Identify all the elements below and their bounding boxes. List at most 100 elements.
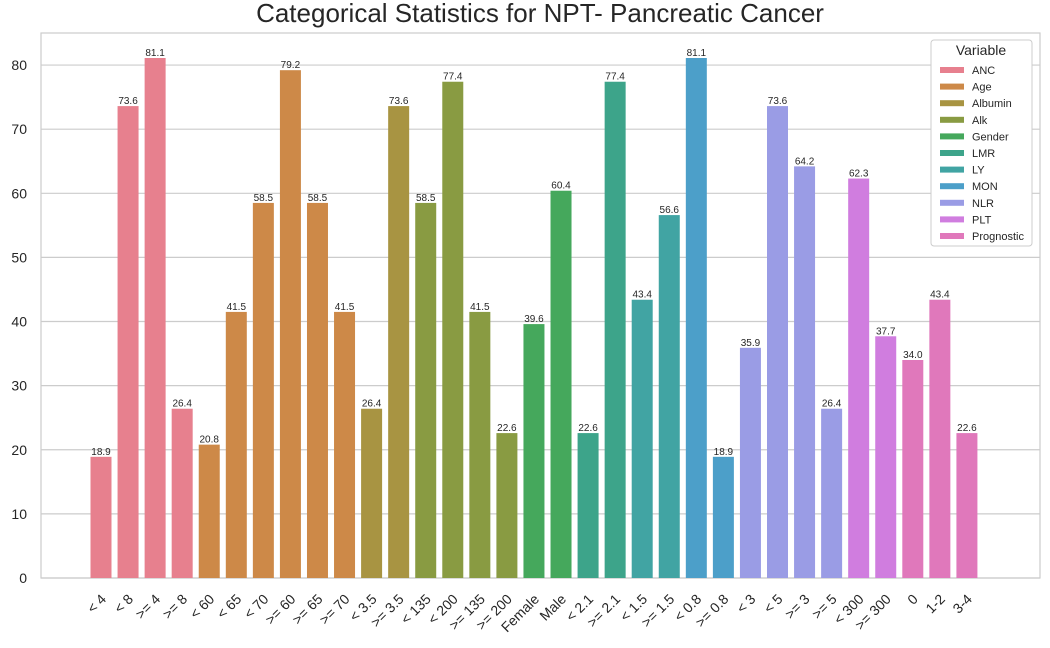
- x-tick-label: >= 3: [782, 591, 813, 622]
- legend-entry: LY: [972, 165, 985, 177]
- x-axis: < 4 < 8>= 4>= 8< 60< 65< 70>= 60>= 65>= 7…: [84, 591, 975, 635]
- x-tick-label: >= 60: [262, 591, 299, 628]
- x-tick-label: Male: [536, 591, 569, 624]
- legend-entry: NLR: [972, 198, 994, 210]
- bar: [90, 456, 112, 578]
- bar-value-label: 73.6: [118, 96, 138, 107]
- bar: [252, 202, 274, 579]
- x-tick-label: < 3: [733, 591, 759, 617]
- bar-value-label: 22.6: [578, 423, 598, 434]
- bar-value-label: 73.6: [768, 96, 788, 107]
- legend-swatch: [940, 67, 964, 73]
- y-tick-label: 10: [11, 506, 27, 522]
- y-tick-label: 20: [11, 442, 27, 458]
- bar-value-label: 34.0: [903, 350, 923, 361]
- bar-value-label: 41.5: [227, 302, 247, 313]
- bar: [279, 70, 301, 578]
- legend-entry: LMR: [972, 148, 995, 160]
- bar: [442, 81, 464, 579]
- y-tick-label: 50: [11, 249, 27, 265]
- bar: [794, 166, 816, 579]
- x-tick-label: >= 4: [132, 591, 163, 622]
- bar: [685, 58, 707, 579]
- bar-value-label: 81.1: [145, 48, 165, 59]
- legend-swatch: [940, 116, 964, 123]
- x-tick-label: 0: [904, 591, 921, 608]
- bar-value-labels: 18.9 73.6 81.1 26.4 20.8 41.5 58.5 79.2 58.5 41.5…: [91, 48, 977, 458]
- bar: [225, 311, 247, 578]
- bar: [550, 190, 572, 578]
- bar-value-label: 22.6: [497, 423, 517, 434]
- bar: [739, 347, 761, 578]
- x-tick-label: < 135: [397, 591, 434, 628]
- legend-swatch: [940, 233, 964, 239]
- bar: [631, 299, 653, 578]
- bar-value-label: 22.6: [957, 423, 977, 434]
- legend-title: Variable: [956, 42, 1007, 58]
- bar-value-label: 37.7: [876, 326, 896, 337]
- bar: [929, 299, 951, 578]
- bar: [306, 202, 328, 579]
- x-tick-label: < 65: [214, 591, 245, 622]
- bar: [902, 360, 924, 578]
- y-tick-label: 40: [11, 314, 27, 330]
- legend-entry: Prognostic: [972, 231, 1024, 243]
- bar: [334, 311, 356, 578]
- bar-value-label: 26.4: [362, 399, 382, 410]
- x-tick-label: < 4: [84, 591, 110, 617]
- legend-swatch: [940, 216, 964, 223]
- bar: [415, 202, 437, 579]
- legend-entry: Gender: [972, 131, 1009, 143]
- bar-value-label: 58.5: [416, 193, 436, 204]
- bar-value-label: 43.4: [930, 290, 950, 301]
- legend-entry: PLT: [972, 214, 992, 226]
- bar-value-label: 81.1: [687, 48, 707, 59]
- legend-entry: Albumin: [972, 98, 1012, 110]
- legend: Variable ANC Age Albumin Alk Gender LMR LY MON N…: [930, 39, 1033, 247]
- legend-entry: Alk: [972, 115, 988, 127]
- legend-swatch: [940, 150, 964, 156]
- bar-value-label: 18.9: [714, 447, 734, 458]
- y-tick-label: 70: [11, 121, 27, 137]
- legend-swatch: [940, 199, 964, 206]
- bar-value-label: 39.6: [524, 314, 544, 325]
- bar-value-label: 58.5: [308, 193, 328, 204]
- legend-swatch: [940, 100, 964, 107]
- bar: [388, 106, 410, 578]
- bar-value-label: 77.4: [443, 72, 463, 83]
- x-tick-label: 1-2: [922, 591, 948, 617]
- bar-value-label: 43.4: [632, 290, 652, 301]
- bar: [604, 81, 626, 579]
- bar: [956, 433, 978, 578]
- bar: [361, 408, 383, 578]
- bar-value-label: 26.4: [822, 399, 842, 410]
- y-tick-label: 60: [11, 185, 27, 201]
- bar: [523, 324, 545, 578]
- bar-value-label: 64.2: [795, 156, 815, 167]
- bar: [712, 456, 734, 578]
- x-tick-label: >= 8: [159, 591, 190, 622]
- bar: [767, 106, 788, 578]
- chart-title: Categorical Statistics for NPT- Pancreat…: [256, 0, 824, 28]
- legend-swatch: [940, 133, 964, 140]
- bar: [171, 408, 193, 578]
- legend-entry: ANC: [972, 65, 995, 77]
- bars: [90, 58, 978, 579]
- legend-swatch: [940, 166, 964, 173]
- y-tick-label: 30: [11, 378, 27, 394]
- x-tick-label: < 60: [187, 591, 218, 622]
- bar-value-label: 41.5: [335, 302, 355, 313]
- bar: [658, 215, 680, 578]
- bar-value-label: 77.4: [605, 72, 625, 83]
- bar: [144, 58, 166, 579]
- bar-value-label: 56.6: [660, 205, 680, 216]
- bar: [577, 433, 599, 578]
- legend-entry: Age: [972, 82, 992, 94]
- bar-value-label: 62.3: [849, 169, 869, 180]
- x-tick-label: >= 65: [289, 591, 326, 628]
- bar-value-label: 79.2: [281, 60, 301, 71]
- y-tick-label: 80: [11, 57, 27, 73]
- bar-value-label: 18.9: [91, 447, 111, 458]
- y-tick-label: 0: [19, 570, 27, 586]
